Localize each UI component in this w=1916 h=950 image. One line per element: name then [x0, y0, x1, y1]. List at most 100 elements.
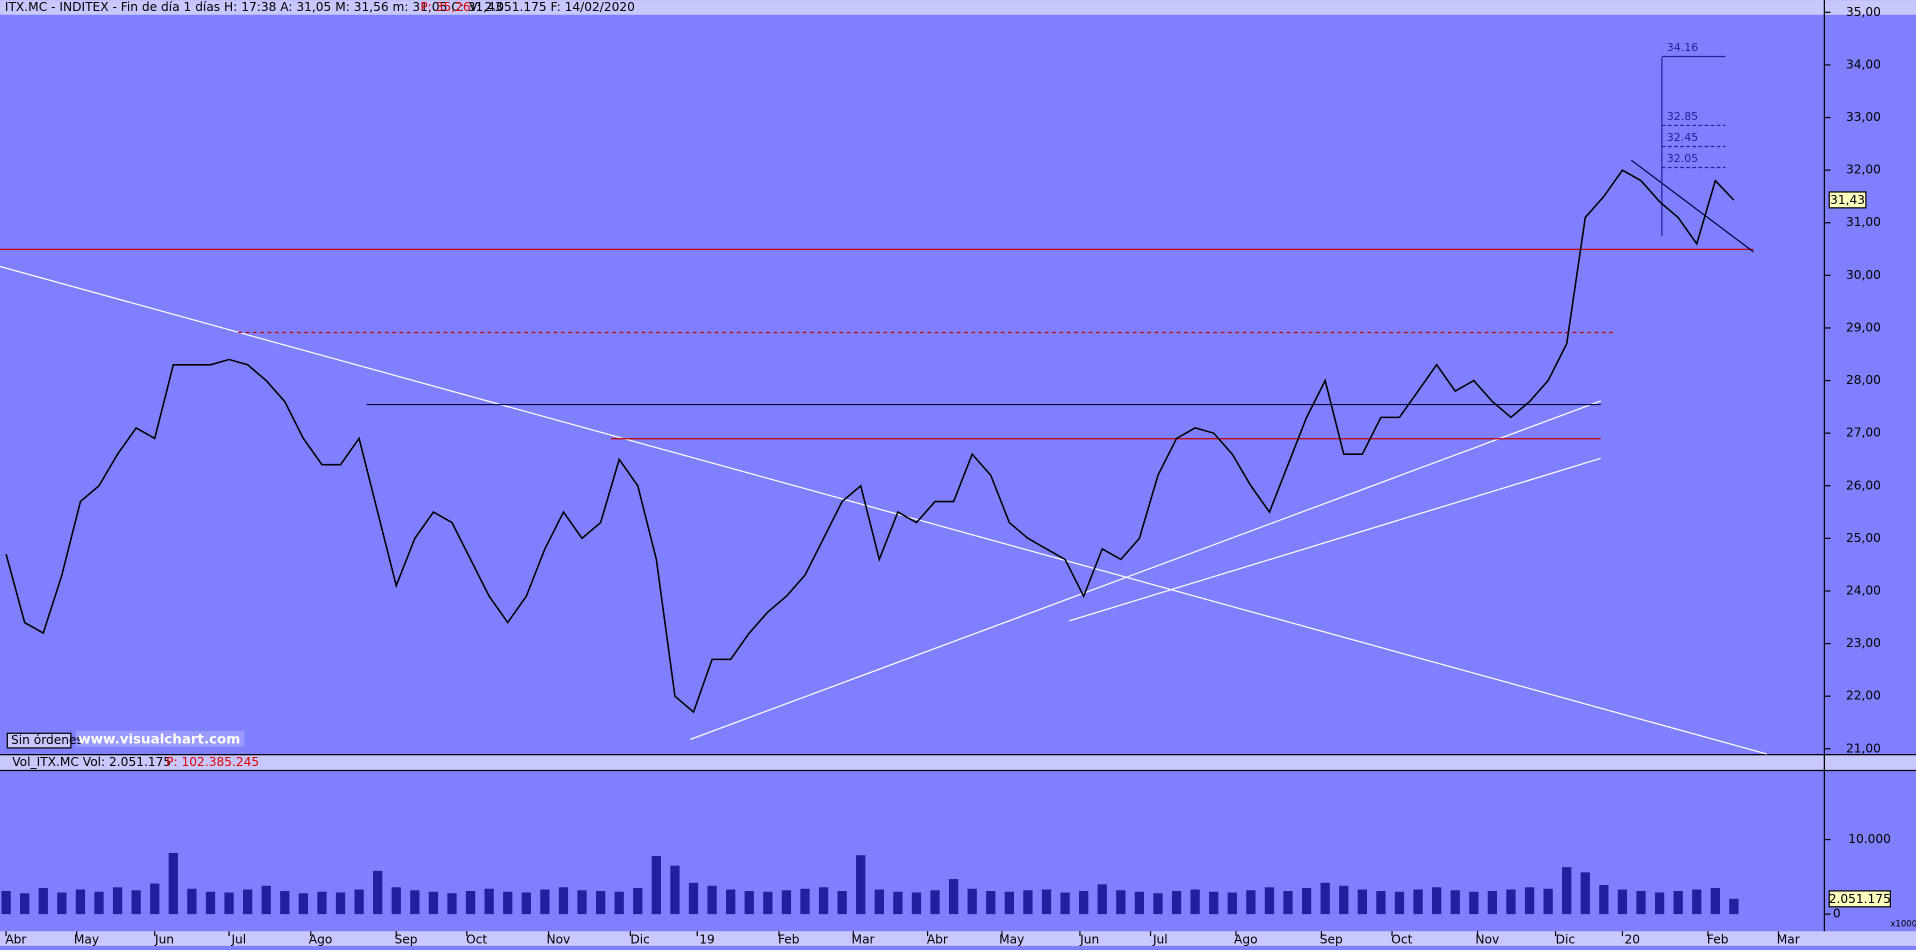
- header-text: ITX.MC - INDITEX - Fin de día 1 días H: …: [5, 0, 503, 14]
- volume-bar: [818, 887, 829, 915]
- volume-bar: [1469, 891, 1479, 915]
- volume-bar: [1097, 884, 1107, 915]
- y-tick-label: 23,00: [1846, 636, 1881, 650]
- volume-bar: [242, 889, 253, 915]
- volume-bar: [1710, 888, 1720, 915]
- volume-bar: [484, 888, 494, 915]
- x-tick-label: Abr: [927, 932, 949, 946]
- volume-bar: [1153, 893, 1163, 915]
- volume-bar: [911, 892, 922, 915]
- volume-bar: [986, 891, 996, 915]
- volume-bar: [744, 891, 754, 915]
- volume-bar: [763, 891, 773, 915]
- volume-bar: [1171, 891, 1182, 915]
- volume-bar: [1580, 872, 1590, 915]
- volume-bar: [94, 891, 104, 915]
- volume-bar: [1450, 890, 1460, 915]
- y-tick-label: 30,00: [1846, 268, 1881, 282]
- x-tick-label: Jul: [1152, 932, 1168, 946]
- x-tick-label: Nov: [1475, 932, 1499, 946]
- y-tick-label: 32,00: [1846, 163, 1881, 177]
- header-bar: [0, 0, 1916, 15]
- volume-bar: [1394, 891, 1405, 915]
- volume-bar: [1227, 892, 1237, 915]
- volume-bar: [150, 883, 160, 915]
- level-label: 32.45: [1667, 131, 1698, 144]
- watermark-box: [75, 730, 245, 747]
- volume-bar: [1599, 885, 1609, 915]
- volume-bar: [38, 888, 48, 915]
- volume-bar: [1134, 891, 1145, 915]
- volume-bar: [428, 891, 439, 915]
- volume-bar: [633, 888, 643, 915]
- volume-bar: [1729, 898, 1739, 915]
- x-tick-label: Dic: [1556, 932, 1576, 946]
- volume-bar: [1339, 885, 1349, 915]
- volume-bar: [800, 888, 810, 915]
- volume-bar: [595, 891, 606, 915]
- volume-bar: [1562, 867, 1572, 915]
- volume-bar: [224, 892, 234, 915]
- volume-bar: [1376, 891, 1386, 915]
- volume-bar: [1023, 890, 1033, 915]
- y-tick-label: 26,00: [1846, 478, 1881, 492]
- volume-bar: [1543, 888, 1553, 915]
- volume-bar: [837, 891, 847, 915]
- volume-bar: [540, 889, 550, 915]
- volume-bar: [1, 891, 11, 915]
- volume-bar: [893, 891, 903, 915]
- volume-bar: [577, 890, 587, 915]
- last-price-box: [1828, 191, 1867, 209]
- volume-bar: [1301, 888, 1312, 915]
- level-label: 32.05: [1667, 152, 1698, 165]
- volume-bar: [261, 885, 271, 915]
- volume-bar: [1320, 882, 1330, 915]
- price-line: [5, 169, 1735, 714]
- trendline: [1069, 457, 1601, 622]
- volume-bar: [1654, 892, 1665, 915]
- x-tick-label: Sep: [395, 932, 418, 946]
- y-tick-label: 34,00: [1846, 57, 1881, 71]
- volume-bar: [1041, 889, 1052, 915]
- volume-bar: [726, 889, 736, 915]
- header-text: V: 2.051.175 F: 14/02/2020: [469, 0, 635, 14]
- x-tick-label: May: [74, 932, 99, 946]
- last-volume-box: [1828, 890, 1891, 908]
- x-tick-label: Sep: [1320, 932, 1343, 946]
- volume-bar: [1432, 887, 1442, 915]
- volume-bar: [781, 890, 792, 915]
- y-tick-label: 21,00: [1846, 741, 1881, 755]
- y-tick-label: 24,00: [1846, 583, 1881, 597]
- volume-bar: [1004, 891, 1014, 915]
- y-tick-label: 27,00: [1846, 426, 1881, 440]
- y-tick-label: 22,00: [1846, 689, 1881, 703]
- volume-bar: [707, 885, 717, 915]
- x-tick-label: Oct: [1391, 932, 1412, 946]
- volume-bar: [187, 888, 197, 915]
- volume-bar: [410, 890, 420, 915]
- x-tick-label: Ago: [309, 932, 333, 946]
- volume-bar: [651, 855, 662, 915]
- volume-bar: [1209, 891, 1219, 915]
- volume-bar: [1246, 890, 1256, 915]
- volume-bar: [335, 892, 346, 915]
- volume-bar: [1673, 891, 1683, 915]
- trendline: [690, 400, 1601, 740]
- last-volume-label: 2.051.175: [1829, 892, 1891, 906]
- x-tick-label: Nov: [546, 932, 570, 946]
- volume-header: P: 102.385.245: [166, 755, 259, 769]
- volume-bar: [447, 893, 457, 915]
- x-tick-label: Feb: [778, 932, 800, 946]
- volume-bar: [967, 888, 977, 915]
- volume-tick-label: 0: [1833, 907, 1841, 921]
- volume-bar: [317, 891, 327, 915]
- status-text: Sin órdenes: [11, 733, 83, 747]
- volume-bar: [1283, 891, 1293, 915]
- volume-bar: [1524, 887, 1535, 915]
- x-tick-label: Dic: [630, 932, 650, 946]
- volume-bar: [948, 879, 959, 915]
- x-tick-label: Oct: [466, 932, 487, 946]
- x-tick-label: May: [999, 932, 1024, 946]
